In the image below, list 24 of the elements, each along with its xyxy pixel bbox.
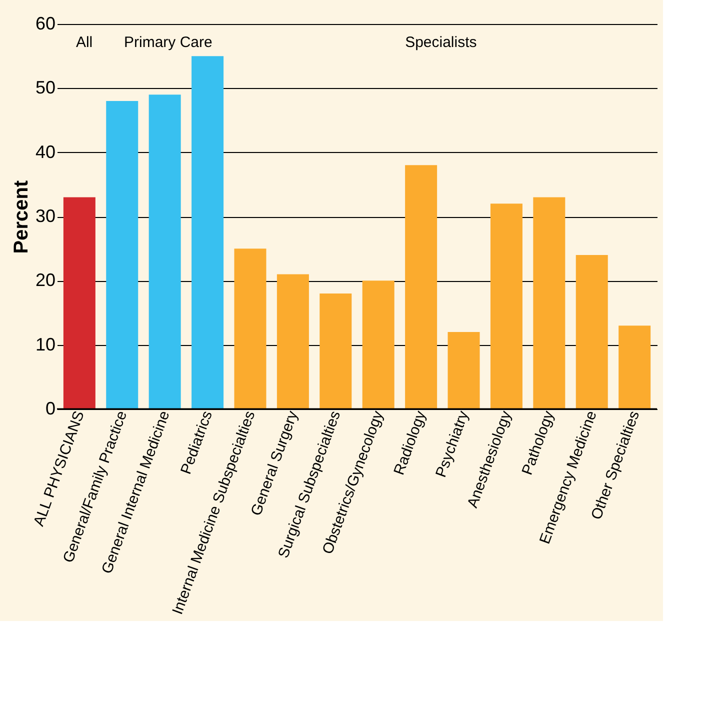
bar (106, 101, 138, 409)
bar (63, 197, 96, 409)
annotation: All (76, 34, 93, 51)
bar (533, 197, 566, 409)
bar (618, 326, 651, 409)
bar (576, 255, 608, 409)
y-axis-title: Percent (10, 180, 32, 254)
y-tick-label: 40 (35, 142, 56, 162)
y-tick-label: 50 (35, 78, 56, 98)
y-tick-label: 30 (35, 206, 56, 226)
bar (448, 332, 480, 409)
bar (490, 204, 522, 409)
bar (192, 56, 224, 409)
bar (148, 94, 181, 409)
y-tick-label: 10 (35, 334, 56, 354)
annotation: Primary Care (124, 34, 212, 51)
bar (234, 248, 266, 409)
bar (405, 165, 438, 409)
y-tick-label: 60 (35, 14, 56, 34)
bar (362, 280, 394, 409)
annotation: Specialists (405, 34, 477, 51)
bar (276, 274, 309, 409)
bar (320, 294, 352, 409)
y-tick-label: 20 (35, 270, 56, 290)
